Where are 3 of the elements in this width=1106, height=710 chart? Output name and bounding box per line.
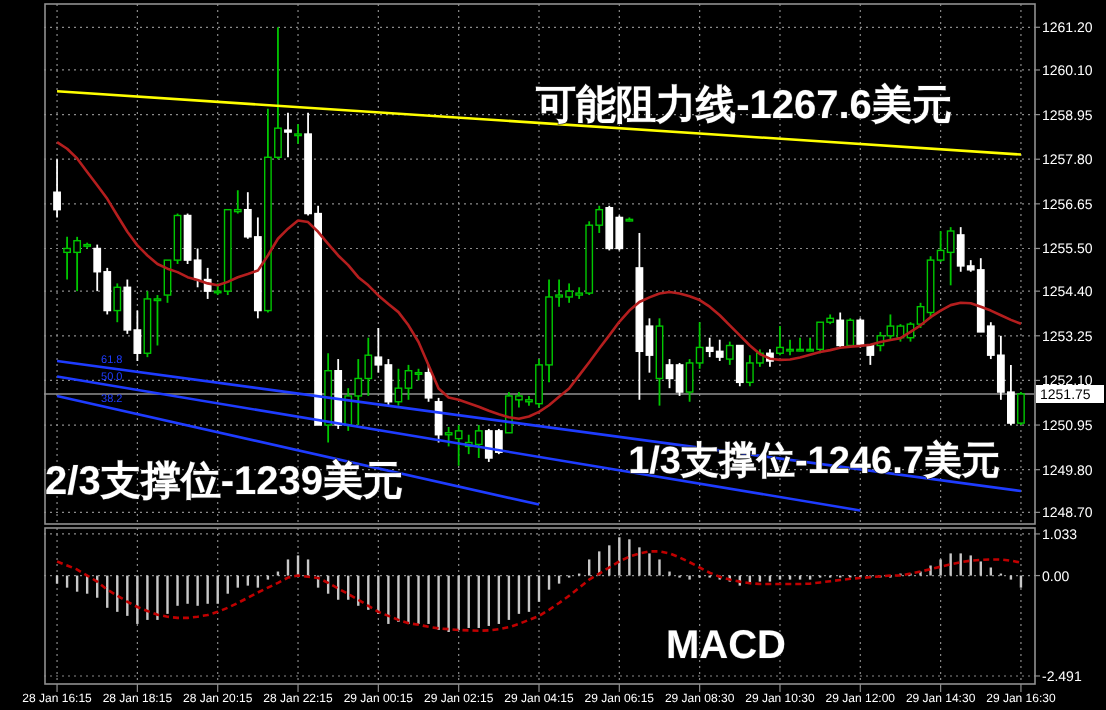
annotation: 2/3支撑位-1239美元 — [45, 458, 403, 504]
annotation: 可能阻力线-1267.6美元 — [534, 82, 952, 128]
annotation: MACD — [666, 624, 786, 668]
